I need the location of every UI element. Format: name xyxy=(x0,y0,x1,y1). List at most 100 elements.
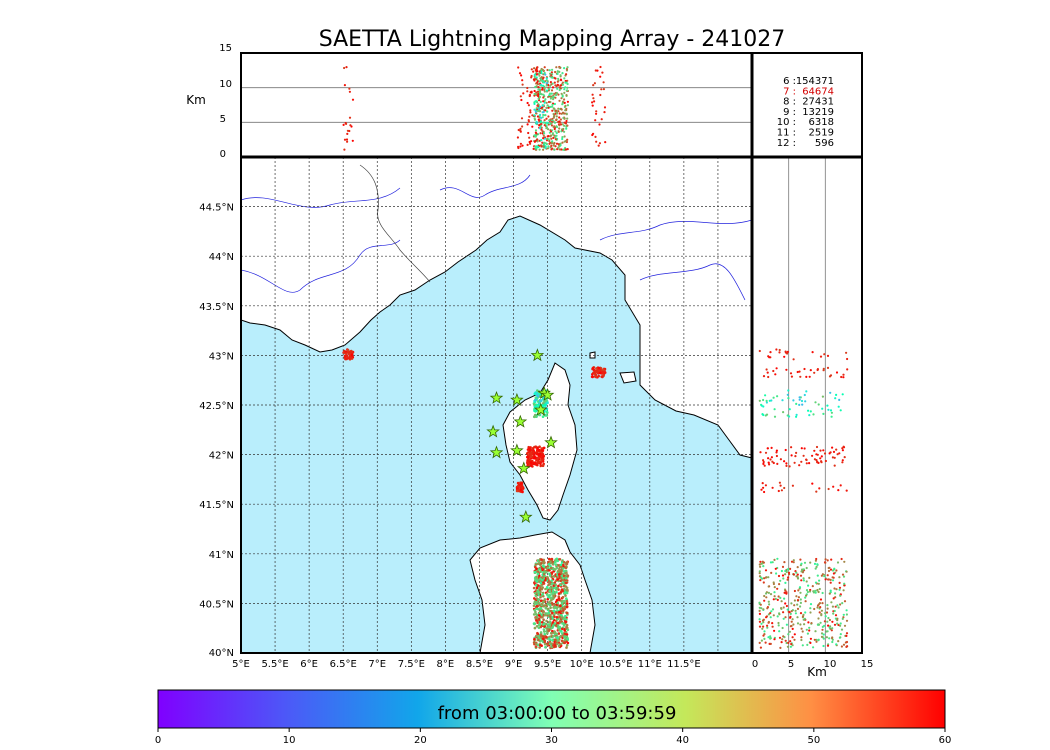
side-source xyxy=(829,627,832,631)
side-source xyxy=(832,485,835,488)
altitude-source xyxy=(538,105,542,108)
side-source xyxy=(842,643,846,646)
altitude-source xyxy=(542,84,545,87)
altitude-source xyxy=(597,144,600,147)
altitude-source xyxy=(600,118,603,121)
altitude-source xyxy=(536,138,539,141)
altitude-source xyxy=(526,101,529,105)
side-source xyxy=(800,636,803,639)
side-source xyxy=(840,628,844,631)
altitude-source xyxy=(592,84,595,87)
lightning-source xyxy=(558,615,561,619)
lightning-source xyxy=(540,621,544,624)
station-count-value: 64674 xyxy=(802,86,834,97)
side-source xyxy=(780,489,784,492)
side-source xyxy=(790,454,793,457)
lightning-source xyxy=(520,482,523,485)
side-source xyxy=(763,594,766,598)
side-source xyxy=(790,375,794,378)
lightning-source xyxy=(561,578,565,582)
side-source xyxy=(759,603,762,606)
altitude-source xyxy=(563,101,566,104)
side-source xyxy=(814,589,817,592)
lightning-source xyxy=(530,464,533,468)
side-source xyxy=(821,625,824,629)
side-source xyxy=(758,572,761,575)
side-source xyxy=(832,597,835,600)
lightning-source xyxy=(533,591,537,595)
side-source xyxy=(843,624,847,627)
side-source xyxy=(767,585,770,588)
side-source xyxy=(843,560,846,563)
side-source xyxy=(830,558,833,561)
side-source xyxy=(802,577,805,580)
side-source xyxy=(806,643,809,647)
lightning-source xyxy=(554,558,558,561)
side-source xyxy=(819,449,822,452)
side-source xyxy=(828,637,831,640)
side-source xyxy=(808,590,812,593)
altitude-source xyxy=(559,78,563,81)
lightning-source xyxy=(515,489,519,493)
lightning-source xyxy=(561,567,565,570)
lightning-source xyxy=(553,568,556,571)
lightning-source xyxy=(545,612,549,615)
altitude-source xyxy=(351,139,354,142)
side-source xyxy=(799,598,802,601)
altitude-source xyxy=(542,114,545,117)
altitude-source xyxy=(526,86,529,90)
lightning-source xyxy=(533,392,537,396)
corsica xyxy=(502,362,578,521)
lightning-source xyxy=(549,596,552,600)
side-source xyxy=(840,375,843,379)
side-source xyxy=(799,601,803,605)
lightning-source xyxy=(551,589,555,593)
lightning-source xyxy=(544,606,548,610)
side-source xyxy=(828,592,831,595)
lightning-source xyxy=(550,557,554,561)
side-source xyxy=(827,616,830,620)
lightning-source xyxy=(535,597,539,600)
altitude-source xyxy=(348,116,352,119)
altitude-source xyxy=(542,96,545,99)
side-source xyxy=(758,606,761,609)
side-source xyxy=(819,606,822,609)
altitude-source xyxy=(565,127,568,130)
longitude-ticks: 5°E 5.5°E 6°E 6.5°E 7°E 7.5°E 8°E 8.5°E 9°E 9.5°E… xyxy=(232,659,701,670)
altitude-source xyxy=(521,144,524,147)
side-source xyxy=(761,627,764,630)
lightning-source xyxy=(537,636,541,639)
side-source xyxy=(804,600,807,603)
lightning-source xyxy=(551,617,554,620)
latitude-tick-label: 42.5°N xyxy=(199,401,234,412)
colorbar-tick-label: 40 xyxy=(676,735,689,746)
side-source xyxy=(831,569,835,572)
side-source xyxy=(761,577,764,580)
longitude-tick-label: 11.5°E xyxy=(667,659,701,670)
altitude-source xyxy=(564,79,567,83)
lightning-source xyxy=(529,461,533,464)
altitude-source xyxy=(591,93,594,96)
side-source xyxy=(817,582,820,585)
side-source xyxy=(819,621,822,624)
lightning-source xyxy=(536,562,540,566)
side-source xyxy=(765,576,768,579)
lightning-source xyxy=(532,604,536,607)
lightning-source xyxy=(532,613,536,616)
altitude-source xyxy=(558,124,561,127)
side-source xyxy=(808,626,811,629)
lightning-source xyxy=(539,599,543,602)
side-source xyxy=(768,603,771,606)
altitude-source xyxy=(544,146,547,149)
side-source xyxy=(806,590,810,594)
side-source xyxy=(762,486,765,489)
altitude-source xyxy=(555,85,558,88)
altitude-source xyxy=(519,127,522,130)
altitude-source xyxy=(519,145,522,148)
altitude-source xyxy=(535,147,538,150)
side-source xyxy=(762,460,765,464)
side-source xyxy=(771,622,774,625)
lightning-source xyxy=(565,605,569,608)
side-source xyxy=(767,457,770,460)
